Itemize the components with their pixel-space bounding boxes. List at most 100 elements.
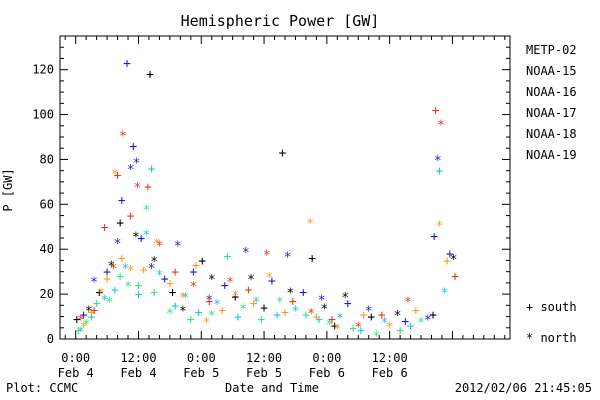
data-point-metp-02: * bbox=[107, 260, 115, 275]
data-point-metp-02: * bbox=[132, 231, 140, 246]
data-point-noaa-17: * bbox=[276, 296, 284, 311]
data-point-metp-02: + bbox=[116, 216, 124, 231]
data-point-noaa-19: + bbox=[127, 209, 135, 224]
y-tick-label: 20 bbox=[40, 287, 54, 301]
data-point-noaa-18: * bbox=[306, 217, 314, 232]
data-point-noaa-17: + bbox=[93, 297, 101, 312]
data-point-noaa-17: * bbox=[208, 309, 216, 324]
data-point-noaa-18: + bbox=[412, 303, 420, 318]
data-point-metp-02: * bbox=[179, 305, 187, 320]
data-point-noaa-17: + bbox=[302, 308, 310, 323]
data-point-noaa-19: * bbox=[134, 181, 142, 196]
data-point-noaa-19: + bbox=[328, 312, 336, 327]
data-point-noaa-18: * bbox=[435, 219, 443, 234]
data-point-noaa-15: * bbox=[434, 154, 442, 169]
data-point-noaa-16: + bbox=[148, 162, 156, 177]
y-axis: 0 20 40 60 80 100 120 bbox=[32, 46, 510, 346]
data-point-metp-02: + bbox=[231, 290, 239, 305]
data-point-noaa-15: + bbox=[344, 297, 352, 312]
data-point-noaa-16: + bbox=[273, 308, 281, 323]
data-point-noaa-16: * bbox=[142, 228, 150, 243]
data-point-metp-02: + bbox=[260, 301, 268, 316]
data-point-noaa-19: + bbox=[205, 294, 213, 309]
data-point-noaa-19: * bbox=[263, 248, 271, 263]
data-point-noaa-15: + bbox=[118, 193, 126, 208]
x-tick-date-label: Feb 6 bbox=[372, 366, 408, 380]
data-point-noaa-15: + bbox=[446, 247, 454, 262]
y-axis-label: P [GW] bbox=[1, 168, 15, 211]
data-point-noaa-15: * bbox=[148, 262, 156, 277]
data-point-noaa-17: + bbox=[224, 249, 232, 264]
data-point-noaa-15: * bbox=[242, 246, 250, 261]
data-point-noaa-15: + bbox=[221, 279, 229, 294]
data-point-noaa-19: + bbox=[432, 104, 440, 119]
chart-title: Hemispheric Power [GW] bbox=[181, 12, 380, 30]
data-point-noaa-19: + bbox=[378, 308, 386, 323]
data-point-noaa-19: + bbox=[114, 169, 122, 184]
data-point-metp-02: * bbox=[247, 273, 255, 288]
data-point-noaa-16: + bbox=[135, 288, 143, 303]
data-point-noaa-17: * bbox=[166, 307, 174, 322]
data-point-noaa-17: + bbox=[74, 324, 82, 339]
data-points: +*+*+*+*+*+*+*++*+*+*+ * +*+*+*++*+*+*+*+*… bbox=[73, 56, 459, 344]
legend-entry: NOAA-18 bbox=[526, 127, 577, 141]
data-point-noaa-15: + bbox=[401, 315, 409, 330]
data-point-noaa-16: + bbox=[407, 319, 415, 334]
data-point-noaa-16: * bbox=[252, 296, 260, 311]
data-point-metp-02: + bbox=[198, 254, 206, 269]
data-point-noaa-19: * bbox=[226, 275, 234, 290]
data-point-noaa-18: * bbox=[97, 287, 105, 302]
footer-timestamp: 2012/02/06 21:45:05 bbox=[455, 381, 592, 395]
data-point-noaa-17: * bbox=[417, 316, 425, 331]
data-point-noaa-18: + bbox=[87, 306, 95, 321]
x-tick-time-label: 0:00 bbox=[312, 351, 341, 365]
marker-legend-entry: + south bbox=[526, 300, 577, 314]
data-point-noaa-16: * bbox=[121, 262, 129, 277]
data-point-noaa-15: + bbox=[123, 56, 131, 71]
data-point-noaa-16: * bbox=[381, 316, 389, 331]
x-tick-date-label: Feb 4 bbox=[58, 366, 94, 380]
x-tick-time-label: 12:00 bbox=[120, 351, 156, 365]
legend-entry: NOAA-17 bbox=[526, 106, 577, 120]
data-point-noaa-15: * bbox=[114, 237, 122, 252]
data-point-metp-02: + bbox=[331, 319, 339, 334]
data-point-noaa-15: * bbox=[174, 239, 182, 254]
data-point-noaa-15: * bbox=[365, 305, 373, 320]
data-point-noaa-18: + bbox=[103, 272, 111, 287]
data-point-noaa-15: * bbox=[127, 163, 135, 178]
data-point-noaa-18: * bbox=[203, 316, 211, 331]
data-point-noaa-19: + bbox=[289, 294, 297, 309]
y-tick-label: 120 bbox=[32, 63, 54, 77]
data-point-noaa-16: + bbox=[315, 312, 323, 327]
data-point-noaa-15: + bbox=[80, 308, 88, 323]
y-tick-label: 80 bbox=[40, 152, 54, 166]
y-tick-label: 40 bbox=[40, 242, 54, 256]
data-point-noaa-16: * bbox=[77, 325, 85, 340]
data-point-noaa-16: * bbox=[156, 269, 164, 284]
data-point-metp-02: * bbox=[208, 273, 216, 288]
data-point-noaa-19: * bbox=[307, 307, 315, 322]
data-point-noaa-18: + bbox=[140, 263, 148, 278]
data-point-noaa-15: + bbox=[161, 272, 169, 287]
data-point-noaa-19: + bbox=[144, 180, 152, 195]
y-tick-label: 0 bbox=[47, 332, 54, 346]
data-point-noaa-15: * bbox=[90, 275, 98, 290]
x-tick-date-label: Feb 6 bbox=[309, 366, 345, 380]
data-point-noaa-15: + bbox=[103, 265, 111, 280]
data-point-noaa-17: * bbox=[106, 296, 114, 311]
data-point-noaa-16: + bbox=[357, 324, 365, 339]
data-point-noaa-19: + bbox=[90, 303, 98, 318]
data-point-noaa-18: + bbox=[312, 310, 320, 325]
data-point-noaa-17: * bbox=[239, 302, 247, 317]
data-point-noaa-15: * bbox=[284, 251, 292, 266]
data-point-noaa-17: * bbox=[373, 329, 381, 344]
x-tick-time-label: 12:00 bbox=[246, 351, 282, 365]
data-point-noaa-19: * bbox=[119, 130, 127, 145]
data-point-metp-02: * bbox=[85, 305, 93, 320]
data-point-noaa-15: + bbox=[299, 285, 307, 300]
x-axis-label: Date and Time bbox=[225, 381, 319, 395]
x-tick-time-label: 12:00 bbox=[372, 351, 408, 365]
data-point-noaa-19: * bbox=[77, 314, 85, 329]
data-point-metp-02: * bbox=[394, 309, 402, 324]
data-point-noaa-16: * bbox=[441, 287, 449, 302]
